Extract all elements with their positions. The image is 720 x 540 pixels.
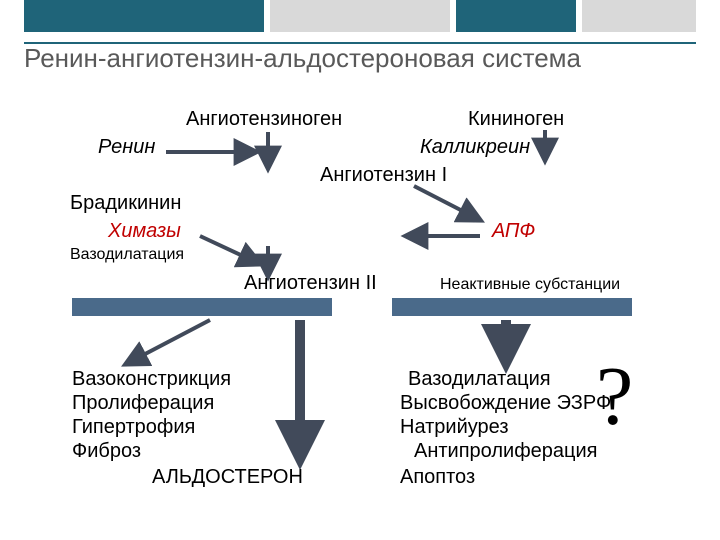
node-kininogen: Кининоген bbox=[468, 108, 564, 131]
node-hypertr: Гипертрофия bbox=[72, 416, 195, 439]
node-vasodil_top: Вазодилатация bbox=[70, 246, 184, 264]
arrow-6 bbox=[414, 186, 480, 220]
arrow-4 bbox=[200, 236, 260, 264]
node-renin: Ренин bbox=[98, 136, 155, 159]
slide-title: Ренин-ангиотензин-альдостероновая систем… bbox=[24, 44, 694, 74]
node-edrf: Высвобождение ЭЗРФ bbox=[400, 392, 611, 415]
node-prolif: Пролиферация bbox=[72, 392, 214, 415]
node-vasodil2: Вазодилатация bbox=[408, 368, 551, 391]
node-ang1: Ангиотензин I bbox=[320, 164, 447, 187]
node-natriur: Натрийурез bbox=[400, 416, 509, 439]
node-ace: АПФ bbox=[492, 220, 535, 243]
stripe-3 bbox=[456, 0, 576, 32]
node-apoptosis: Апоптоз bbox=[400, 466, 475, 489]
stripe-1 bbox=[24, 0, 264, 32]
receptor-bar-0 bbox=[72, 298, 332, 316]
node-aldoster: АЛЬДОСТЕРОН bbox=[152, 466, 303, 489]
node-antiprolif: Антипролиферация bbox=[414, 440, 597, 463]
receptor-bar-1 bbox=[392, 298, 632, 316]
node-ang2: Ангиотензин II bbox=[244, 272, 377, 295]
top-accent-bar bbox=[0, 0, 720, 32]
node-inactive: Неактивные субстанции bbox=[440, 276, 620, 294]
node-vasoconstr: Вазоконстрикция bbox=[72, 368, 231, 391]
node-fibrosis: Фиброз bbox=[72, 440, 141, 463]
diagram-stage: Ангиотензиноген Кининоген Ренин Калликреин А… bbox=[0, 108, 720, 528]
arrow-7 bbox=[126, 320, 210, 364]
stripe-4 bbox=[582, 0, 696, 32]
node-chymases: Химазы bbox=[108, 220, 181, 243]
question-mark: ? bbox=[596, 348, 633, 445]
node-kallikrein: Калликреин bbox=[420, 136, 530, 159]
node-angiotensinogen: Ангиотензиноген bbox=[186, 108, 342, 131]
node-bradykinin: Брадикинин bbox=[70, 192, 181, 215]
stripe-2 bbox=[270, 0, 450, 32]
